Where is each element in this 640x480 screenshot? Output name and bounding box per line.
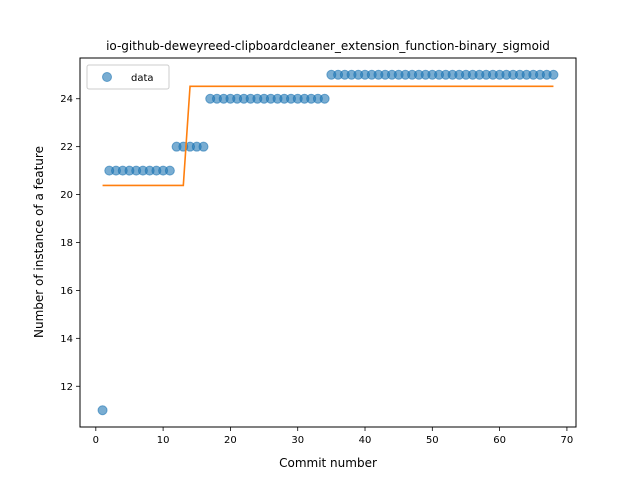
y-tick-label: 24 <box>60 94 73 105</box>
data-point <box>198 141 209 152</box>
x-axis: 0 10 20 30 40 50 60 70 <box>93 427 574 446</box>
data-layer <box>97 69 559 416</box>
x-tick-label: 70 <box>561 435 574 446</box>
x-tick-label: 10 <box>157 435 170 446</box>
x-tick-label: 50 <box>426 435 439 446</box>
y-axis-label: Number of instance of a feature <box>32 146 46 338</box>
y-tick-label: 20 <box>60 190 73 201</box>
y-tick-label: 22 <box>60 142 73 153</box>
x-axis-label: Commit number <box>279 456 377 470</box>
data-point <box>319 93 330 104</box>
x-tick-label: 0 <box>93 435 99 446</box>
y-axis: 12 14 16 18 20 22 24 <box>60 94 80 393</box>
y-tick-label: 16 <box>60 286 73 297</box>
legend-label-data: data <box>131 73 154 84</box>
data-point <box>548 69 559 80</box>
x-tick-label: 60 <box>493 435 506 446</box>
legend: data <box>86 64 170 90</box>
legend-box <box>86 64 170 90</box>
y-tick-label: 12 <box>60 382 73 393</box>
data-point <box>97 405 108 416</box>
x-tick-label: 40 <box>359 435 372 446</box>
y-tick-label: 14 <box>60 334 73 345</box>
x-tick-label: 30 <box>291 435 304 446</box>
fit-line <box>102 85 554 187</box>
data-point <box>164 165 175 176</box>
x-tick-label: 20 <box>224 435 237 446</box>
y-tick-label: 18 <box>60 238 73 249</box>
chart-title: io-github-deweyreed-clipboardcleaner_ext… <box>106 39 550 53</box>
legend-marker-data <box>102 72 112 82</box>
